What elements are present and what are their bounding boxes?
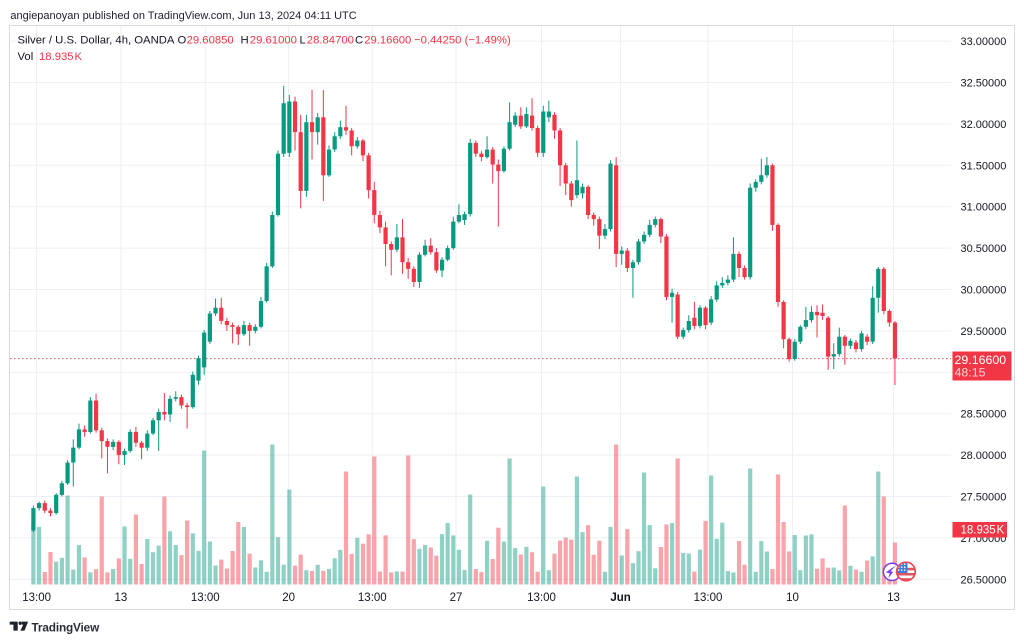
svg-text:27: 27 bbox=[450, 592, 463, 604]
svg-text:Silver / U.S. Dollar, 4h, OAND: Silver / U.S. Dollar, 4h, OANDA bbox=[18, 35, 175, 47]
svg-text:13:00: 13:00 bbox=[22, 592, 51, 604]
svg-text:30.00000: 30.00000 bbox=[961, 285, 1007, 297]
svg-text:18.935 K: 18.935 K bbox=[961, 525, 1005, 537]
svg-text:29.50000: 29.50000 bbox=[961, 326, 1007, 338]
svg-text:18.935 K: 18.935 K bbox=[39, 51, 82, 63]
svg-text:Vol: Vol bbox=[18, 51, 34, 63]
svg-text:10: 10 bbox=[786, 592, 799, 604]
svg-text:31.50000: 31.50000 bbox=[961, 160, 1007, 172]
svg-text:angiepanoyan published on Trad: angiepanoyan published on TradingView.co… bbox=[10, 10, 356, 22]
svg-text:13:00: 13:00 bbox=[694, 592, 723, 604]
svg-text:13:00: 13:00 bbox=[191, 592, 220, 604]
svg-text:29.61000: 29.61000 bbox=[250, 35, 297, 47]
svg-text:TradingView: TradingView bbox=[32, 621, 101, 635]
svg-text:29.60850: 29.60850 bbox=[187, 35, 234, 47]
svg-text:13:00: 13:00 bbox=[527, 592, 556, 604]
svg-text:L: L bbox=[300, 35, 306, 47]
svg-text:33.00000: 33.00000 bbox=[961, 36, 1007, 48]
svg-text:29.16600: 29.16600 bbox=[955, 353, 1007, 367]
svg-text:20: 20 bbox=[282, 592, 295, 604]
svg-text:13: 13 bbox=[887, 592, 900, 604]
svg-text:28.84700: 28.84700 bbox=[307, 35, 354, 47]
svg-text:O: O bbox=[178, 35, 187, 47]
svg-text:−0.44250 (−1.49%): −0.44250 (−1.49%) bbox=[414, 35, 511, 47]
svg-text:13:00: 13:00 bbox=[358, 592, 387, 604]
svg-text:Jun: Jun bbox=[610, 592, 630, 604]
svg-text:29.16600: 29.16600 bbox=[364, 35, 411, 47]
svg-text:H: H bbox=[241, 35, 249, 47]
svg-text:32.50000: 32.50000 bbox=[961, 78, 1007, 90]
svg-text:30.50000: 30.50000 bbox=[961, 243, 1007, 255]
svg-text:48:15: 48:15 bbox=[955, 366, 986, 380]
svg-text:32.00000: 32.00000 bbox=[961, 119, 1007, 131]
svg-text:27.50000: 27.50000 bbox=[961, 492, 1007, 504]
svg-text:13: 13 bbox=[115, 592, 128, 604]
svg-text:28.50000: 28.50000 bbox=[961, 409, 1007, 421]
svg-text:31.00000: 31.00000 bbox=[961, 202, 1007, 214]
svg-text:26.50000: 26.50000 bbox=[961, 574, 1007, 586]
svg-text:28.00000: 28.00000 bbox=[961, 450, 1007, 462]
svg-text:C: C bbox=[355, 35, 363, 47]
